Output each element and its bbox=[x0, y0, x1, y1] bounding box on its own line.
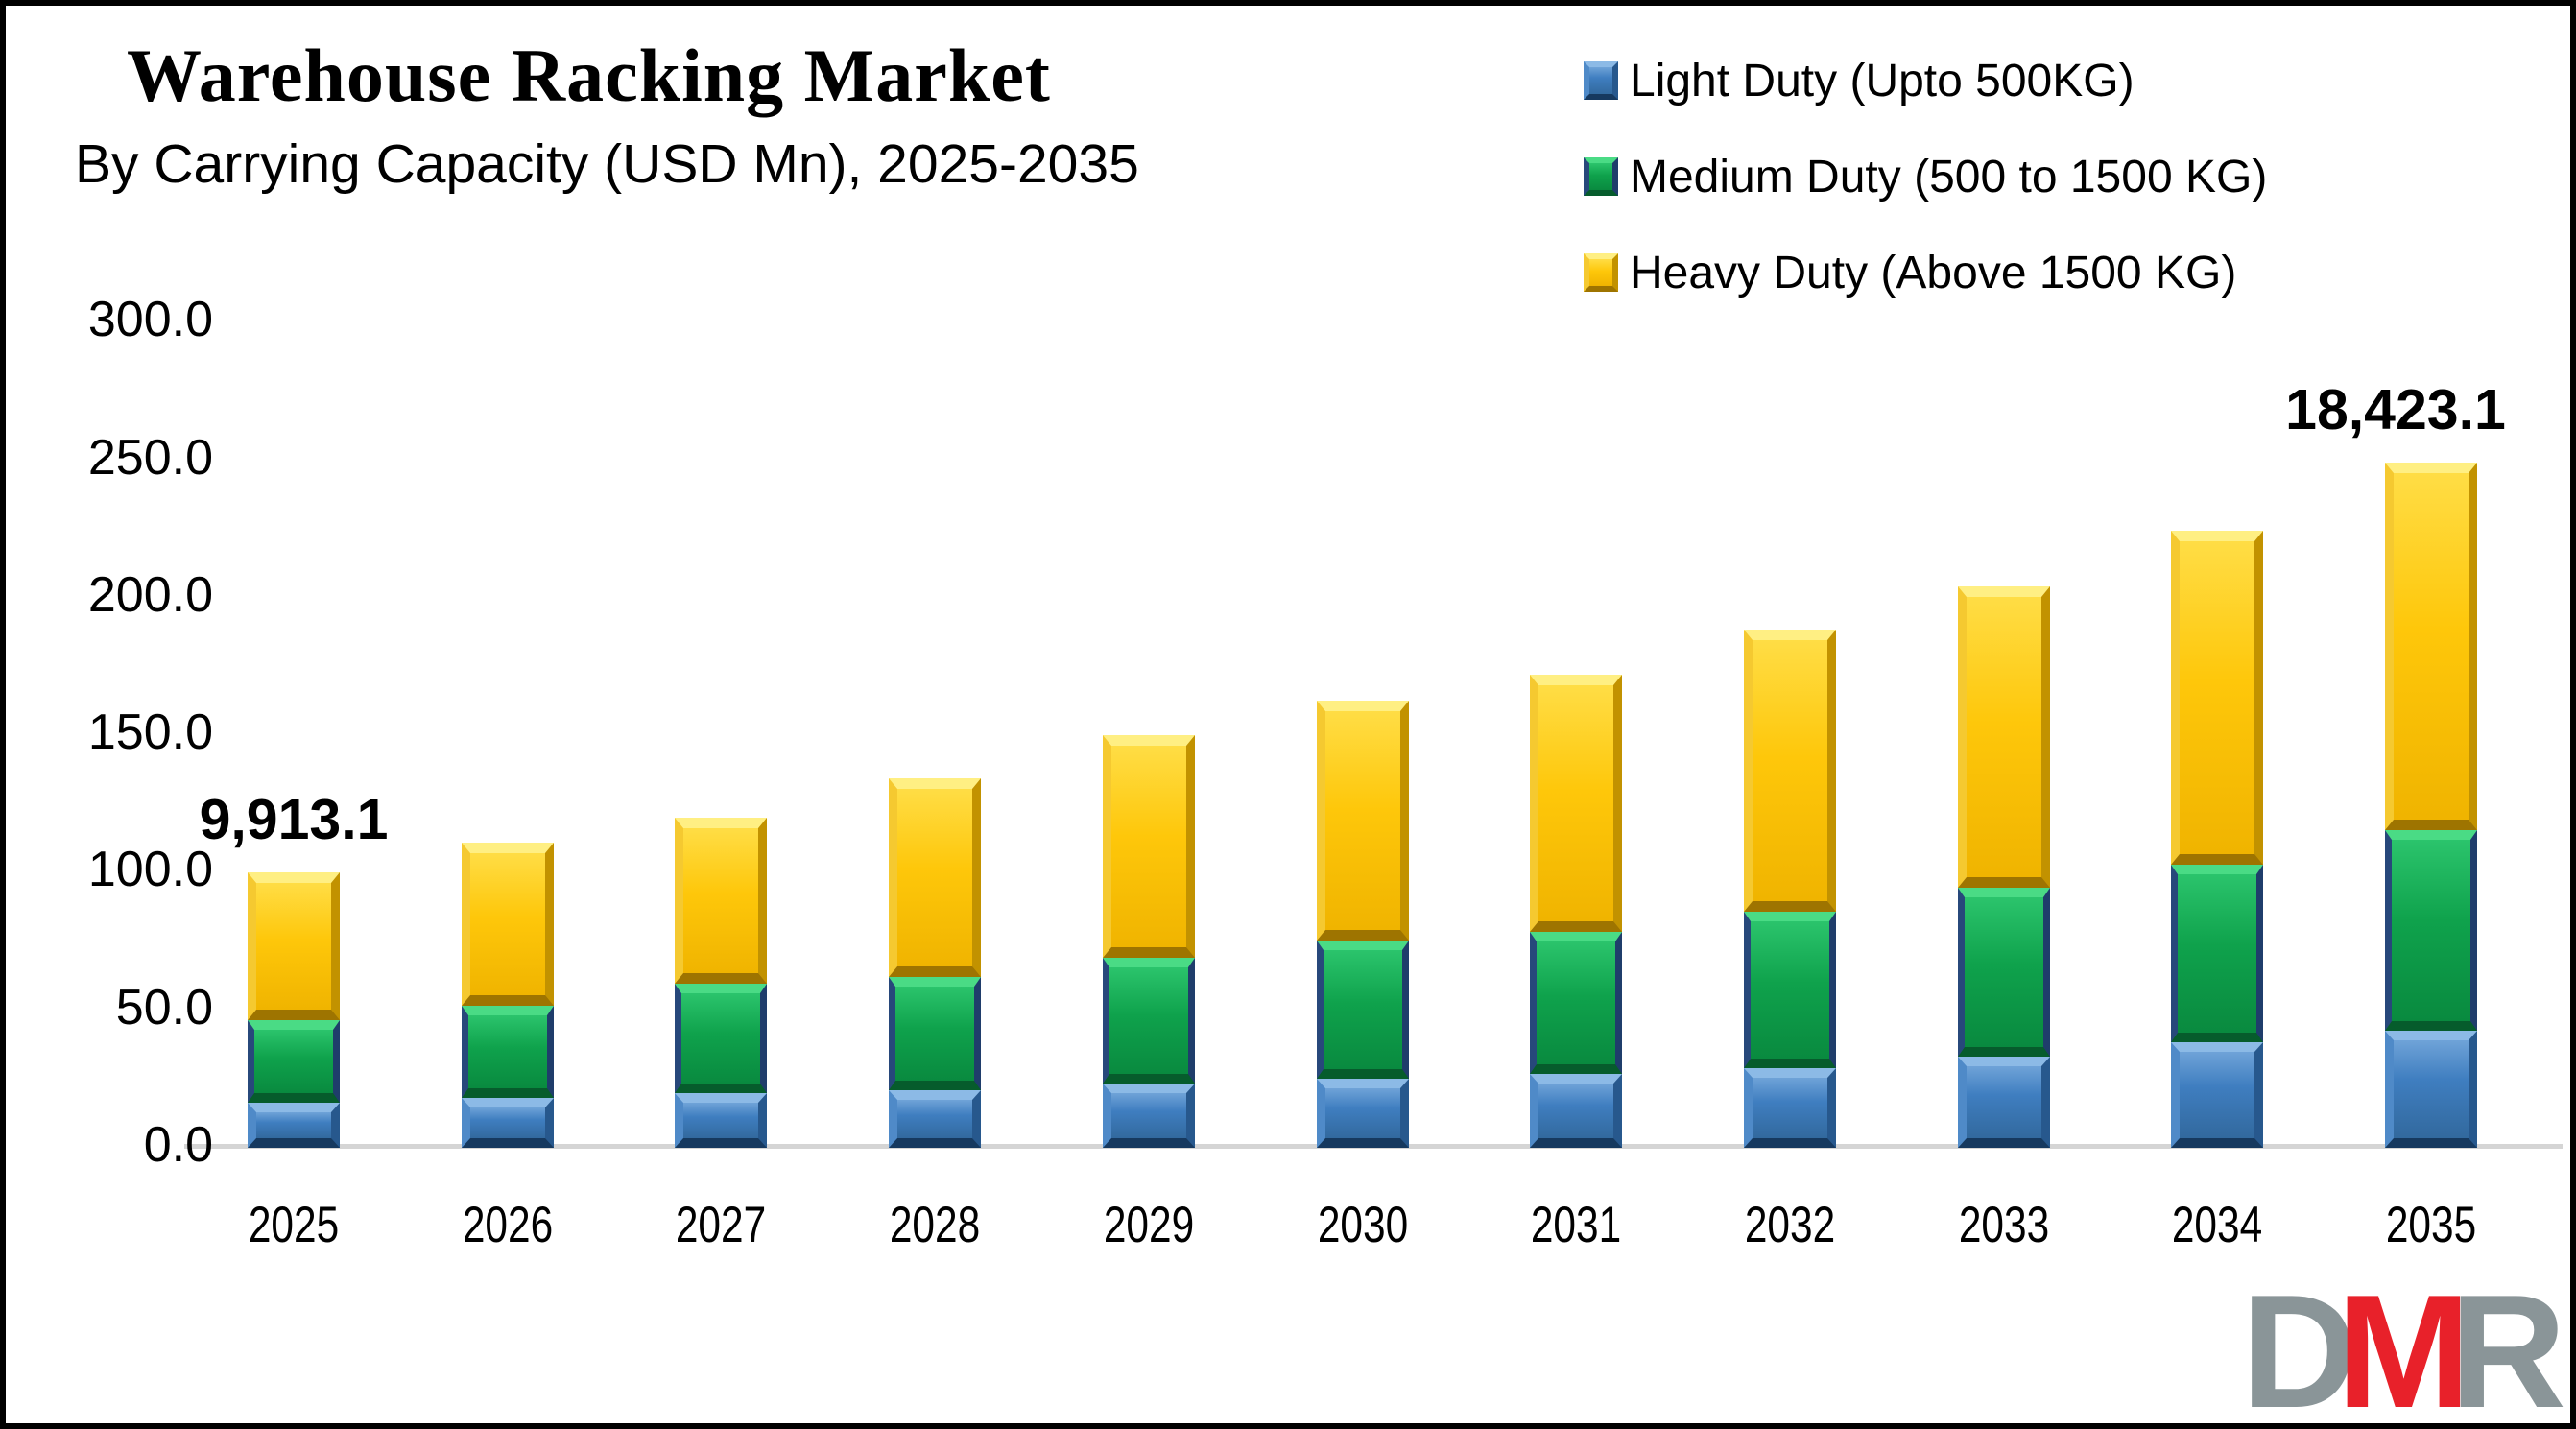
bar-segment-heavy-duty bbox=[461, 842, 554, 1007]
bar-segment-medium-duty bbox=[2385, 829, 2477, 1032]
bar-segment-medium-duty bbox=[2171, 864, 2264, 1042]
bar-segment-heavy-duty bbox=[1530, 675, 1623, 933]
bar-segment-medium-duty bbox=[1743, 911, 1836, 1068]
data-label: 18,423.1 bbox=[2285, 378, 2506, 442]
logo-letter-d: D bbox=[2240, 1261, 2357, 1429]
bar-segment-light-duty bbox=[1743, 1067, 1836, 1148]
logo-letter-r: R bbox=[2449, 1261, 2566, 1429]
bar-segment-light-duty bbox=[675, 1092, 768, 1148]
y-axis-tick-label: 250.0 bbox=[87, 429, 213, 486]
bar-segment-medium-duty bbox=[889, 977, 982, 1090]
bar-segment-heavy-duty bbox=[1743, 629, 1836, 912]
x-axis-tick-label: 2026 bbox=[462, 1197, 553, 1253]
bar-segment-light-duty bbox=[2385, 1031, 2477, 1148]
bar-segment-heavy-duty bbox=[1316, 701, 1409, 941]
legend-swatch-heavy-duty-icon bbox=[1584, 253, 1618, 292]
x-axis-tick-label: 2030 bbox=[1317, 1197, 1408, 1253]
bar-segment-heavy-duty bbox=[2385, 463, 2477, 830]
legend: Light Duty (Upto 500KG) Medium Duty (500… bbox=[1584, 33, 2267, 321]
chart-title: Warehouse Racking Market bbox=[127, 34, 1051, 117]
bar-segment-heavy-duty bbox=[889, 777, 982, 978]
x-axis-tick-label: 2033 bbox=[1958, 1197, 2049, 1253]
bar-segment-heavy-duty bbox=[675, 818, 768, 985]
legend-item-heavy-duty: Heavy Duty (Above 1500 KG) bbox=[1584, 225, 2267, 321]
y-axis-tick-label: 300.0 bbox=[87, 292, 213, 348]
legend-label: Medium Duty (500 to 1500 KG) bbox=[1630, 151, 2268, 202]
x-axis-tick-label: 2027 bbox=[676, 1197, 767, 1253]
y-axis-tick-label: 150.0 bbox=[87, 704, 213, 761]
logo-letter-m: M bbox=[2336, 1261, 2470, 1429]
legend-swatch-light-duty-icon bbox=[1584, 61, 1618, 100]
bar-segment-medium-duty bbox=[461, 1006, 554, 1099]
bar-segment-light-duty bbox=[1530, 1073, 1623, 1148]
y-axis-tick-label: 100.0 bbox=[87, 842, 213, 898]
bar-segment-light-duty bbox=[461, 1098, 554, 1148]
legend-label: Heavy Duty (Above 1500 KG) bbox=[1630, 247, 2237, 298]
y-axis-tick-label: 200.0 bbox=[87, 566, 213, 623]
x-axis-tick-label: 2032 bbox=[1744, 1197, 1836, 1253]
bar-segment-medium-duty bbox=[1530, 932, 1623, 1074]
bar-segment-light-duty bbox=[1957, 1057, 2050, 1148]
x-axis-tick-label: 2034 bbox=[2172, 1197, 2263, 1253]
bar-segment-medium-duty bbox=[1102, 958, 1195, 1084]
legend-label: Light Duty (Upto 500KG) bbox=[1630, 55, 2135, 107]
bar-segment-heavy-duty bbox=[248, 872, 340, 1020]
x-axis-tick-label: 2031 bbox=[1531, 1197, 1622, 1253]
bar-segment-heavy-duty bbox=[1957, 586, 2050, 889]
x-axis-tick-label: 2025 bbox=[248, 1197, 340, 1253]
x-axis-tick-label: 2035 bbox=[2385, 1197, 2477, 1253]
bar-segment-light-duty bbox=[2171, 1041, 2264, 1148]
bar-segment-medium-duty bbox=[1957, 888, 2050, 1058]
bar-segment-light-duty bbox=[889, 1089, 982, 1148]
chart-subtitle: By Carrying Capacity (USD Mn), 2025-2035 bbox=[75, 133, 1139, 195]
bar-segment-light-duty bbox=[1316, 1079, 1409, 1148]
legend-swatch-medium-duty-icon bbox=[1584, 157, 1618, 196]
bar-segment-medium-duty bbox=[248, 1019, 340, 1103]
data-label: 9,913.1 bbox=[199, 788, 389, 852]
bar-segment-heavy-duty bbox=[1102, 735, 1195, 959]
bar-segment-medium-duty bbox=[675, 984, 768, 1093]
x-axis-tick-label: 2029 bbox=[1103, 1197, 1194, 1253]
bar-segment-light-duty bbox=[1102, 1083, 1195, 1148]
bar-segment-medium-duty bbox=[1316, 940, 1409, 1080]
y-axis-tick-label: 50.0 bbox=[115, 979, 213, 1036]
legend-item-medium-duty: Medium Duty (500 to 1500 KG) bbox=[1584, 129, 2267, 225]
legend-item-light-duty: Light Duty (Upto 500KG) bbox=[1584, 33, 2267, 129]
dmr-logo: DMR bbox=[2240, 1261, 2566, 1429]
bar-segment-light-duty bbox=[248, 1102, 340, 1148]
bar-segment-heavy-duty bbox=[2171, 530, 2264, 865]
y-axis-tick-label: 0.0 bbox=[143, 1117, 213, 1173]
x-axis-tick-label: 2028 bbox=[889, 1197, 981, 1253]
